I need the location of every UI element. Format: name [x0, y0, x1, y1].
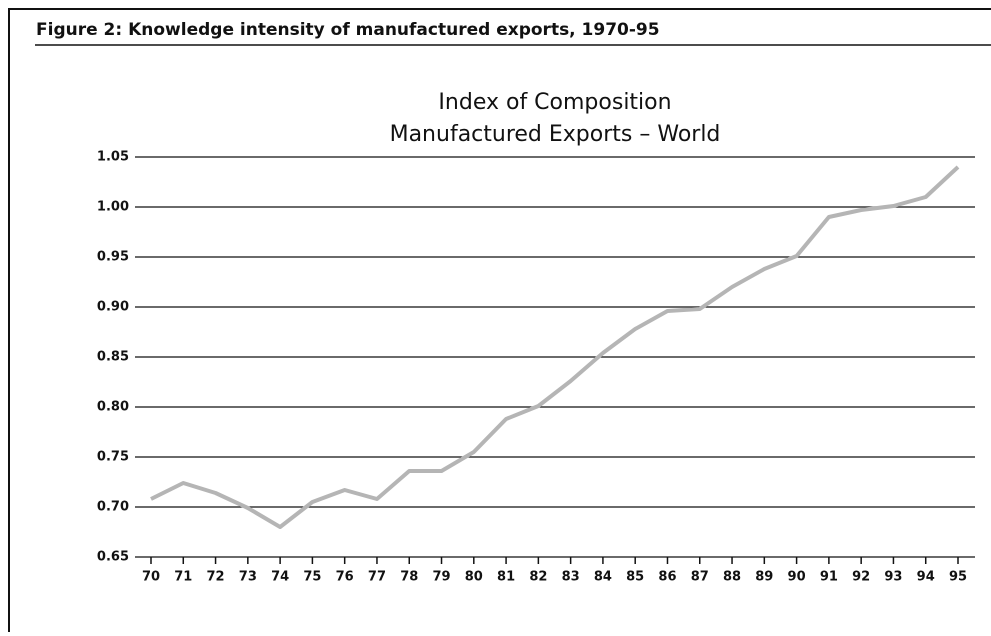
x-tick-label: 72 — [207, 570, 225, 585]
y-tick-label: 1.00 — [97, 200, 129, 215]
x-tick-label: 80 — [465, 570, 483, 585]
x-tick-label: 91 — [820, 570, 838, 585]
x-tick-label: 78 — [400, 570, 418, 585]
x-tick-label: 84 — [594, 570, 612, 585]
y-tick-label: 0.75 — [97, 450, 129, 465]
x-tick-label: 89 — [755, 570, 773, 585]
x-tick-label: 95 — [949, 570, 967, 585]
x-tick-label: 74 — [271, 570, 289, 585]
x-tick-label: 94 — [917, 570, 935, 585]
x-tick-label: 85 — [626, 570, 644, 585]
x-tick-label: 75 — [303, 570, 321, 585]
data-line — [150, 165, 960, 529]
x-tick-label: 73 — [239, 570, 257, 585]
frame — [8, 8, 991, 636]
y-tick-label: 0.80 — [97, 400, 129, 415]
x-tick-label: 86 — [658, 570, 676, 585]
caption: Figure 2: Knowledge intensity of manufac… — [36, 20, 660, 40]
x-tick-label: 82 — [529, 570, 547, 585]
y-tick-label: 0.70 — [97, 500, 129, 515]
x-tick-label: 71 — [174, 570, 192, 585]
x-tick-label: 90 — [788, 570, 806, 585]
y-tick-label: 0.95 — [97, 250, 129, 265]
x-tick-label: 76 — [336, 570, 354, 585]
y-tick-label: 0.65 — [97, 550, 129, 565]
x-tick-label: 92 — [852, 570, 870, 585]
y-tick-label: 0.85 — [97, 350, 129, 365]
x-tick-label: 77 — [368, 570, 386, 585]
x-tick-label: 88 — [723, 570, 741, 585]
chart-title: Index of Composition — [438, 90, 671, 115]
x-tick-label: 83 — [562, 570, 580, 585]
chart-title: Manufactured Exports – World — [390, 122, 721, 147]
x-tick-label: 70 — [142, 570, 160, 585]
x-tick-label: 79 — [432, 570, 450, 585]
y-tick-label: 1.05 — [97, 150, 129, 165]
x-tick-label: 81 — [497, 570, 515, 585]
x-tick-label: 87 — [691, 570, 709, 585]
y-tick-label: 0.90 — [97, 300, 129, 315]
x-tick-label: 93 — [884, 570, 902, 585]
